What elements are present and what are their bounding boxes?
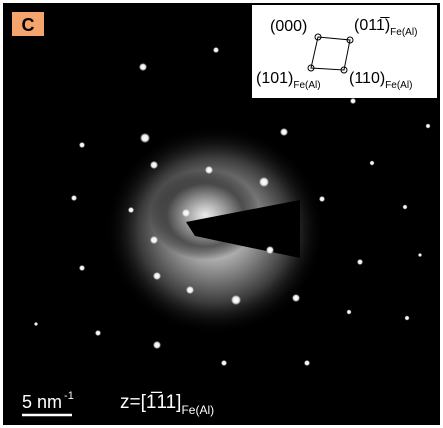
label-text: (011̅) bbox=[354, 16, 390, 34]
label-text: (110) bbox=[349, 70, 385, 87]
zone-subscript: Fe(Al) bbox=[181, 403, 214, 417]
label-text: (101) bbox=[256, 70, 293, 87]
diffraction-figure: C (000) (011̅)Fe(Al) (101)Fe(Al) (110)Fe… bbox=[0, 0, 443, 428]
label-subscript: Fe(Al) bbox=[293, 80, 320, 91]
scale-superscript: -1 bbox=[64, 390, 74, 402]
zone-text: z=[1̅11] bbox=[120, 392, 181, 413]
page: C (000) (011̅)Fe(Al) (101)Fe(Al) (110)Fe… bbox=[0, 0, 443, 428]
scale-text: 5 nm bbox=[22, 392, 62, 412]
panel-label: C bbox=[22, 15, 35, 35]
label-subscript: Fe(Al) bbox=[390, 27, 417, 38]
label-subscript: Fe(Al) bbox=[385, 80, 412, 91]
inset-label: (000) bbox=[270, 18, 307, 35]
label-text: (000) bbox=[270, 18, 307, 35]
